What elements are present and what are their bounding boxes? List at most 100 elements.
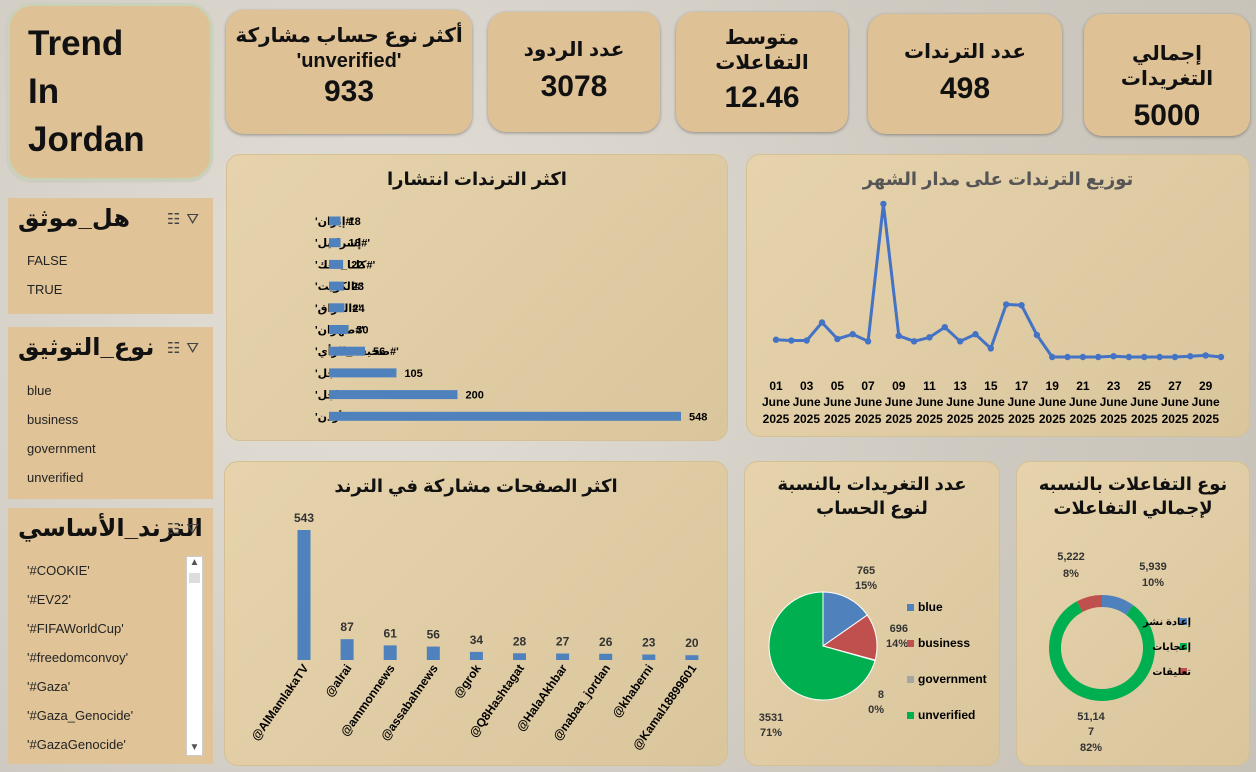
multi-select-icon[interactable]: ☷ <box>166 211 187 228</box>
pie-pct-label: 0% <box>868 704 884 716</box>
slicer-main-trend: الترند_الأساسي ☷⛛ '#COOKIE' '#EV22' '#FI… <box>8 508 213 764</box>
x-tick-day: 27 <box>1168 379 1182 393</box>
x-tick-day: 11 <box>923 379 936 393</box>
x-tick-day: 07 <box>861 379 875 393</box>
monthly-point <box>926 334 933 341</box>
x-tick-year: 2025 <box>1162 412 1189 426</box>
pie-pct-label: 71% <box>760 727 782 739</box>
pie-value-label: 765 <box>857 565 875 577</box>
title-line-3: Jordan <box>28 120 145 159</box>
legend-label: إعجابات <box>1152 642 1191 653</box>
legend-swatch <box>907 604 914 611</box>
scroll-down-icon[interactable]: ▼ <box>189 742 200 753</box>
x-tick-year: 2025 <box>1039 412 1066 426</box>
scroll-up-icon[interactable]: ▲ <box>189 557 200 568</box>
top-pages-chart: 543@AlMamlakaTV87@alrai61@ammonnews56@as… <box>249 511 700 753</box>
title-line-1: Trend <box>28 24 124 63</box>
slicer-item-gaza-genocide-1[interactable]: '#Gaza_Genocide' <box>27 708 134 723</box>
slicer-item-gaza[interactable]: '#Gaza' <box>27 679 71 694</box>
x-tick-day: 17 <box>1015 379 1029 393</box>
filter-icon[interactable]: ⛛ <box>186 211 205 228</box>
page-category-label: @alrai <box>322 662 354 700</box>
kpi-trends-value: 498 <box>939 72 991 105</box>
slicer-item-gaza-genocide-2[interactable]: '#GazaGenocide' <box>27 737 126 752</box>
monthly-point <box>956 338 964 345</box>
monthly-point <box>788 337 795 344</box>
page-value-label: 34 <box>470 633 484 647</box>
multi-select-icon[interactable]: ☷ <box>166 521 187 538</box>
legend-label: blue <box>918 600 943 614</box>
x-tick-year: 2025 <box>1070 412 1097 426</box>
trend-bar <box>329 325 349 334</box>
legend-label: business <box>918 636 970 650</box>
page-bar <box>340 639 354 660</box>
top-trends-title: اكثر الترندات انتشارا <box>387 169 567 189</box>
trend-bar <box>329 303 345 313</box>
monthly-point <box>1018 301 1025 309</box>
page-category-label: @AlMamlakaTV <box>249 662 312 744</box>
x-tick-month: June <box>854 395 882 409</box>
scroll-thumb[interactable] <box>189 573 200 583</box>
slicer-trend-title: الترند_الأساسي <box>18 515 203 542</box>
legend-label: unverified <box>918 708 975 722</box>
x-tick-day: 23 <box>1107 379 1121 393</box>
multi-select-icon[interactable]: ☷ <box>166 340 187 357</box>
monthly-point <box>1202 352 1209 359</box>
kpi-replies-label: عدد الردود <box>523 39 625 61</box>
slicer-item-business[interactable]: business <box>27 412 79 427</box>
x-tick-year: 2025 <box>824 412 851 426</box>
slicer-item-ev22[interactable]: '#EV22' <box>27 592 71 607</box>
slicer-item-unverified[interactable]: unverified <box>27 470 84 485</box>
x-tick-year: 2025 <box>1192 412 1219 426</box>
x-tick-month: June <box>1192 395 1220 409</box>
page-value-label: 61 <box>384 626 398 640</box>
x-tick-month: June <box>1008 395 1036 409</box>
slicer-item-freedomconvoy[interactable]: '#freedomconvoy' <box>27 650 129 665</box>
trend-bar <box>329 238 341 248</box>
slicer-item-cookie[interactable]: '#COOKIE' <box>27 563 90 578</box>
title-line-2: In <box>28 72 60 111</box>
slicer-item-false[interactable]: FALSE <box>27 253 68 268</box>
monthly-point <box>1156 353 1163 361</box>
page-bar <box>469 651 483 660</box>
donut-pct-label: 82% <box>1080 742 1102 754</box>
slicer-scrollbar[interactable]: ▲ ▼ <box>186 556 203 756</box>
page-bar <box>383 645 397 660</box>
x-tick-year: 2025 <box>947 412 974 426</box>
donut-pct-label: 8% <box>1063 568 1079 580</box>
monthly-point <box>1141 353 1148 361</box>
monthly-point <box>1095 353 1102 361</box>
x-tick-month: June <box>977 395 1005 409</box>
slicer-item-blue[interactable]: blue <box>27 383 52 398</box>
top-trends-chart: '#إيران'18'#إسرائيل'18'#كلنا_معك'22'#الك… <box>315 216 707 423</box>
kpi-top-account-type: 'unverified' <box>296 50 402 72</box>
x-tick-month: June <box>1038 395 1066 409</box>
kpi-replies-value: 3078 <box>540 70 608 103</box>
slicer-item-government[interactable]: government <box>27 441 96 456</box>
page-value-label: 20 <box>685 636 699 650</box>
legend-label: إعادة نشر <box>1142 617 1191 628</box>
legend-swatch <box>1180 668 1187 675</box>
page-category-label: @grok <box>451 661 484 700</box>
page-category-label: @khaberni <box>609 662 656 721</box>
filter-icon[interactable]: ⛛ <box>186 521 205 538</box>
slicer-verification-type: نوع_التوثيق ☷⛛ blue business government … <box>8 327 213 499</box>
x-tick-year: 2025 <box>916 412 943 426</box>
trend-value-label: 18 <box>349 216 361 228</box>
x-tick-day: 19 <box>1046 379 1060 393</box>
monthly-point <box>1033 331 1041 339</box>
slicer-item-true[interactable]: TRUE <box>27 282 63 297</box>
slicer-item-fifa[interactable]: '#FIFAWorldCup' <box>27 621 124 636</box>
filter-icon[interactable]: ⛛ <box>186 340 205 357</box>
panel-top-pages: اكثر الصفحات مشاركة في الترند 543 @AlMaml… <box>224 461 728 766</box>
page-bar <box>599 653 613 660</box>
pie-slice-blue <box>822 591 868 647</box>
pie-value-label: 3531 <box>759 712 783 724</box>
monthly-point <box>1064 353 1071 361</box>
page-value-label: 56 <box>427 628 441 642</box>
x-tick-month: June <box>915 395 943 409</box>
donut-value-label: 51,14 <box>1077 711 1105 723</box>
kpi-replies: عدد الردود 3078 <box>488 12 660 132</box>
pie-value-label: 8 <box>878 689 884 701</box>
x-tick-day: 21 <box>1076 379 1090 393</box>
